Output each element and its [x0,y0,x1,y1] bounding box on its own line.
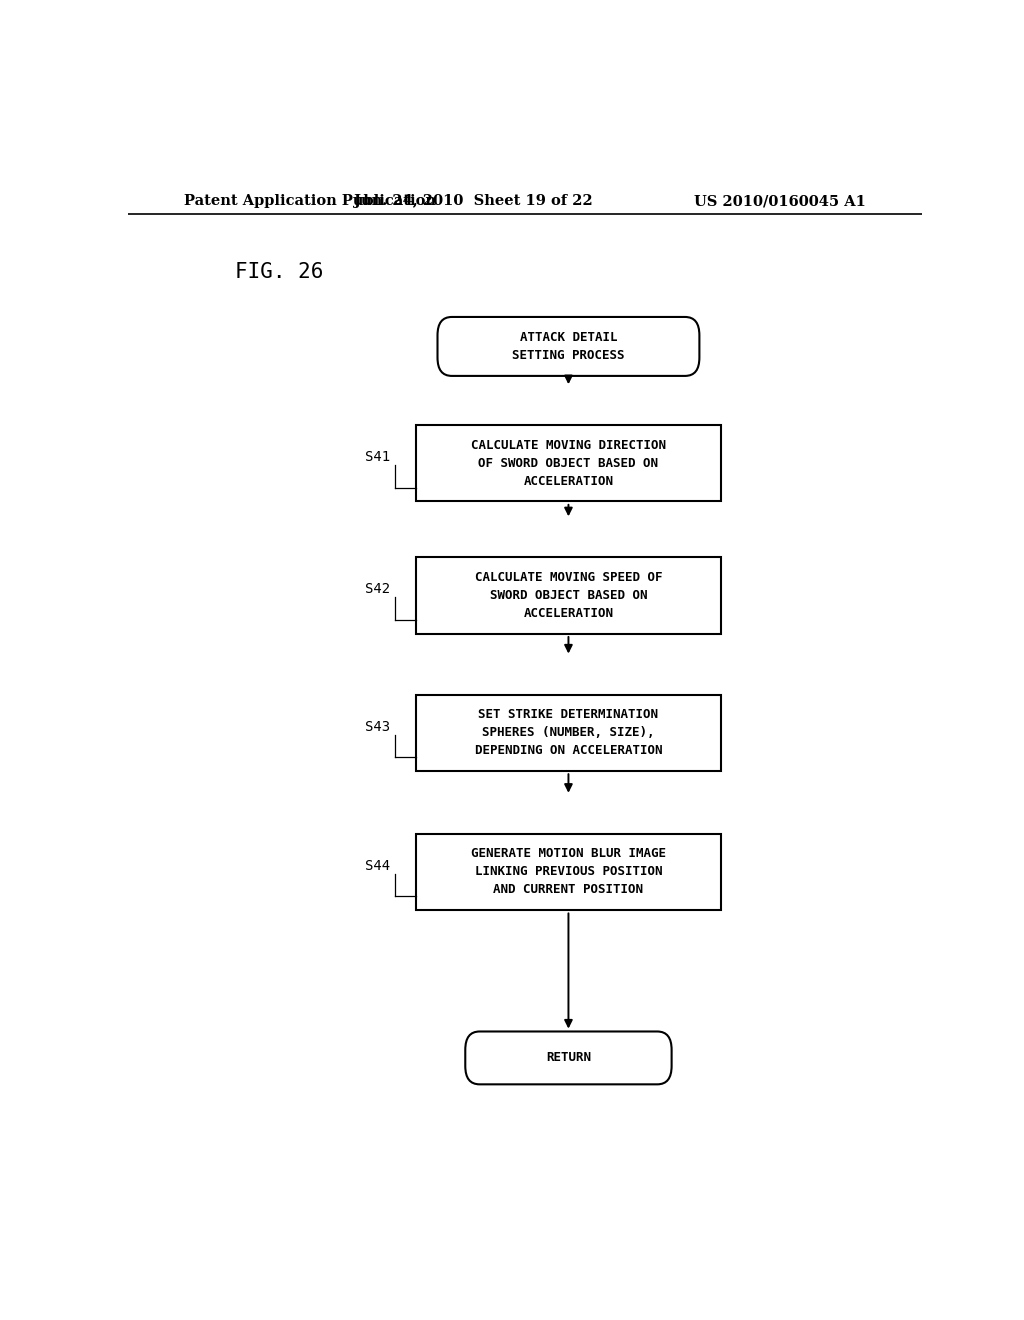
Bar [416,834,721,909]
Text: S44: S44 [366,859,390,873]
Text: Patent Application Publication: Patent Application Publication [183,194,435,209]
Text: Jun. 24, 2010  Sheet 19 of 22: Jun. 24, 2010 Sheet 19 of 22 [354,194,593,209]
Text: S42: S42 [366,582,390,597]
Text: GENERATE MOTION BLUR IMAGE
LINKING PREVIOUS POSITION
AND CURRENT POSITION: GENERATE MOTION BLUR IMAGE LINKING PREVI… [471,847,666,896]
Text: ATTACK DETAIL
SETTING PROCESS: ATTACK DETAIL SETTING PROCESS [512,331,625,362]
Bar [416,557,721,634]
Text: CALCULATE MOVING SPEED OF
SWORD OBJECT BASED ON
ACCELERATION: CALCULATE MOVING SPEED OF SWORD OBJECT B… [475,572,663,620]
Bar [416,694,721,771]
Text: SET STRIKE DETERMINATION
SPHERES (NUMBER, SIZE),
DEPENDING ON ACCELERATION: SET STRIKE DETERMINATION SPHERES (NUMBER… [475,708,663,758]
Text: S43: S43 [366,719,390,734]
Text: RETURN: RETURN [546,1052,591,1064]
FancyBboxPatch shape [437,317,699,376]
FancyBboxPatch shape [465,1031,672,1084]
Text: S41: S41 [366,450,390,465]
Text: US 2010/0160045 A1: US 2010/0160045 A1 [694,194,866,209]
Text: FIG. 26: FIG. 26 [236,263,324,282]
Text: CALCULATE MOVING DIRECTION
OF SWORD OBJECT BASED ON
ACCELERATION: CALCULATE MOVING DIRECTION OF SWORD OBJE… [471,438,666,488]
Bar [416,425,721,502]
